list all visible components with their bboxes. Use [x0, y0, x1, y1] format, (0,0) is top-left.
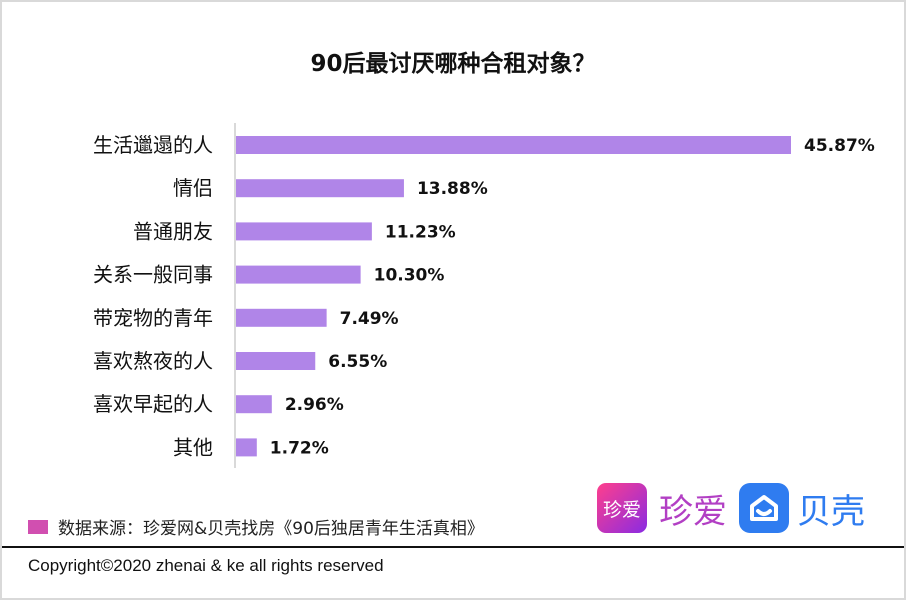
- source-text: 数据来源：珍爱网&贝壳找房《90后独居青年生活真相》: [58, 519, 484, 539]
- category-label: 喜欢早起的人: [93, 392, 213, 416]
- category-label: 带宠物的青年: [93, 306, 213, 330]
- bar: [236, 222, 372, 241]
- bar: [236, 395, 272, 414]
- ke-logo-text: 贝壳: [797, 492, 865, 532]
- chart-title: 90后最讨厌哪种合租对象？: [310, 51, 596, 77]
- category-label: 普通朋友: [133, 219, 213, 243]
- zhenai-logo-text: 珍爱: [659, 492, 727, 532]
- category-label: 喜欢熬夜的人: [93, 349, 213, 373]
- zhenai-logo-icon: 珍爱: [597, 483, 647, 533]
- bar: [236, 136, 791, 154]
- data-label: 10.30%: [374, 266, 445, 286]
- ke-logo-icon: [739, 483, 789, 533]
- data-label: 7.49%: [340, 309, 399, 329]
- data-label: 2.96%: [285, 395, 344, 415]
- category-label: 情侣: [173, 176, 213, 200]
- data-label: 11.23%: [385, 222, 456, 242]
- data-label: 1.72%: [270, 438, 329, 458]
- category-label: 关系一般同事: [93, 263, 213, 287]
- bar: [236, 265, 361, 284]
- data-label: 13.88%: [417, 179, 488, 199]
- copyright: Copyright©2020 zhenai & ke all rights re…: [28, 556, 384, 575]
- bar: [236, 438, 257, 457]
- legend-swatch: [28, 519, 48, 534]
- footer-divider: [2, 546, 904, 548]
- bar: [236, 308, 327, 327]
- data-label: 6.55%: [328, 352, 387, 372]
- bar: [236, 179, 404, 198]
- data-label: 45.87%: [804, 136, 875, 156]
- category-label: 其他: [173, 435, 213, 459]
- category-label: 生活邋遢的人: [93, 133, 213, 157]
- bar: [236, 352, 316, 370]
- source-note: 数据来源：珍爱网&贝壳找房《90后独居青年生活真相》: [28, 514, 484, 539]
